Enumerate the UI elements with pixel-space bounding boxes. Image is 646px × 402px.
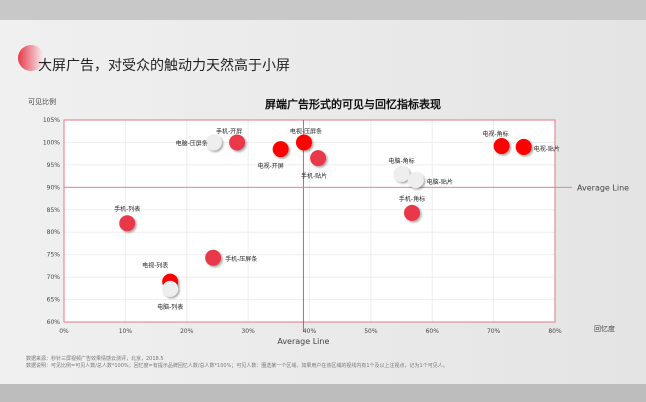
x-tick-label: 50% — [364, 328, 378, 335]
x-tick-label: 80% — [548, 328, 562, 335]
bottom-bar — [0, 384, 646, 402]
x-tick-label: 70% — [487, 328, 501, 335]
data-point — [515, 138, 532, 155]
top-bar — [0, 0, 646, 20]
title-decoration — [18, 45, 44, 71]
data-label: 手机-贴片 — [301, 172, 327, 180]
y-tick-label: 100% — [43, 139, 60, 146]
y-tick-label: 60% — [47, 319, 61, 326]
data-point — [272, 141, 289, 158]
data-label: 电视-贴片 — [534, 145, 560, 153]
data-point — [162, 280, 179, 297]
y-tick-label: 85% — [47, 207, 61, 214]
data-label: 手机-角标 — [399, 195, 425, 203]
x-tick-label: 60% — [426, 328, 440, 335]
footnote-source: 数据来源：秒针三屏视频广告效果情感云测评，北京，2018.5 — [26, 356, 164, 362]
y-tick-label: 90% — [47, 184, 61, 191]
data-point — [493, 138, 510, 155]
y-tick-label: 75% — [47, 252, 61, 259]
y-tick-label: 65% — [47, 297, 61, 304]
y-tick-label: 105% — [43, 117, 60, 124]
data-point — [205, 249, 222, 266]
x-tick-label: 0% — [59, 328, 69, 335]
x-tick-label: 40% — [303, 328, 317, 335]
slide-title: 大屏广告，对受众的触动力天然高于小屏 — [38, 58, 290, 74]
footnote-note: 数据说明：可见比例=可见人数/总人数*100%；回忆度=有提示品牌回忆人数/总人… — [26, 363, 448, 369]
data-point — [119, 215, 136, 232]
data-point — [310, 150, 327, 167]
data-label: 手机-开屏 — [216, 127, 242, 135]
data-label: 手机-压屏条 — [225, 255, 257, 263]
chart-title: 屏端广告形式的可见与回忆指标表现 — [265, 97, 441, 111]
x-tick-label: 30% — [241, 328, 255, 335]
y-tick-label: 95% — [47, 162, 61, 169]
data-point — [229, 134, 246, 151]
data-label: 电视-压屏条 — [290, 127, 322, 135]
data-label: 电视-开屏 — [258, 162, 284, 170]
y-tick-label: 70% — [47, 274, 61, 281]
data-point — [403, 204, 420, 221]
data-point — [407, 172, 424, 189]
x-axis-label: 回忆度 — [594, 324, 615, 333]
plot-border — [63, 119, 556, 323]
data-label: 电脑-角标 — [388, 157, 414, 165]
data-point — [393, 165, 410, 182]
data-label: 手机-列表 — [114, 205, 140, 213]
average-line-x-label: Average Line — [277, 337, 329, 346]
data-label: 电脑-压屏条 — [176, 139, 208, 147]
data-label: 电脑-贴片 — [427, 178, 453, 186]
data-label: 电脑-列表 — [157, 303, 183, 311]
average-line-y-label: Average Line — [577, 183, 629, 192]
data-point — [205, 134, 222, 151]
x-tick-label: 20% — [180, 328, 194, 335]
y-axis-label: 可见比例 — [28, 97, 56, 106]
y-tick-label: 80% — [47, 229, 61, 236]
data-label: 电视-角标 — [483, 130, 509, 138]
x-tick-label: 10% — [119, 328, 133, 335]
data-label: 电视-列表 — [142, 262, 168, 270]
data-point — [295, 134, 312, 151]
